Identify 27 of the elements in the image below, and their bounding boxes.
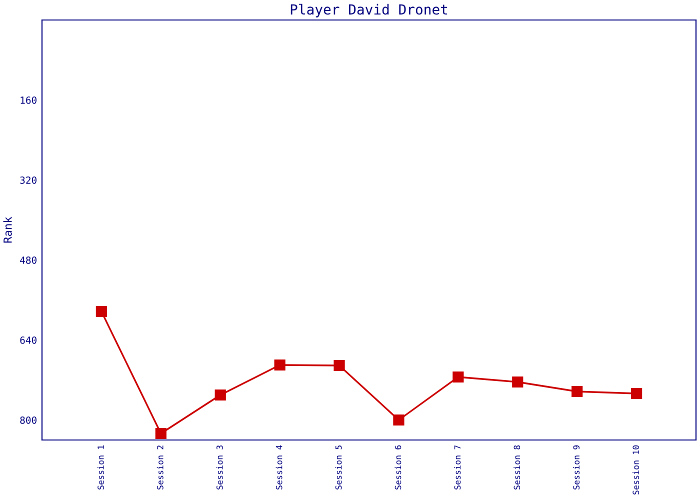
- point: [214, 389, 226, 401]
- point: [512, 376, 524, 388]
- x-tick-label: Session 10: [632, 445, 639, 494]
- x-tick-label: Session 3: [216, 445, 223, 490]
- y-tick-label: 160: [20, 96, 37, 104]
- x-tick-label: Session 6: [394, 445, 402, 490]
- x-tick-label: Session 5: [335, 446, 342, 490]
- y-tick-label: 480: [20, 256, 37, 264]
- point: [452, 371, 464, 383]
- y-tick-label: 640: [20, 336, 37, 344]
- x-tick-label: Session 4: [276, 445, 282, 490]
- point: [155, 428, 166, 440]
- y-tick-label: 800: [20, 416, 37, 424]
- point: [393, 414, 404, 426]
- y-tick-label: 320: [20, 176, 37, 184]
- x-tick-label: Session 7: [454, 445, 461, 490]
- point: [334, 360, 345, 372]
- y-axis-title: Rank: [3, 216, 12, 243]
- x-tick-label: Session 1: [97, 445, 104, 490]
- point: [572, 386, 583, 398]
- point: [630, 388, 642, 400]
- point: [96, 306, 108, 318]
- point: [274, 359, 286, 371]
- x-tick-label: Session 2: [156, 446, 164, 490]
- x-tick-label: Session 9: [573, 445, 580, 490]
- chart-title: Player David Dronet: [290, 4, 448, 18]
- x-tick-label: Session 8: [514, 445, 520, 490]
